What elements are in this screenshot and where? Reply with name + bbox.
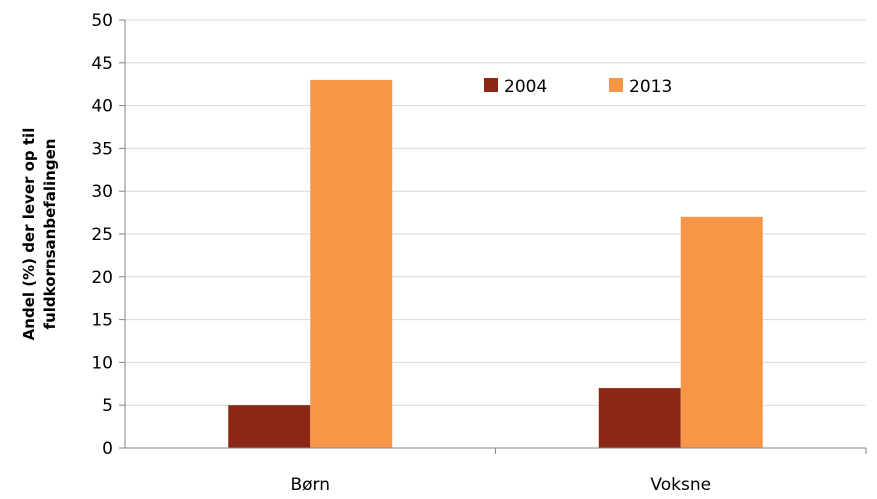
y-tick-label: 25	[91, 225, 113, 245]
y-tick-labels: 0 5 10 15 20 25 30 35 40 45 50	[91, 11, 125, 459]
gridlines	[125, 19, 866, 406]
y-tick-label: 35	[91, 139, 113, 159]
x-category-label: Voksne	[650, 475, 711, 495]
legend: 2004 2013	[484, 77, 672, 97]
y-tick-label: 15	[91, 311, 113, 331]
y-tick-label: 50	[91, 11, 113, 31]
bar-2004-Børn	[228, 405, 311, 448]
legend-label-2013: 2013	[629, 77, 672, 97]
legend-label-2004: 2004	[504, 77, 547, 97]
bar-2013-Børn	[310, 79, 393, 449]
y-tick-label: 45	[91, 54, 113, 74]
y-tick-label: 0	[102, 439, 113, 459]
x-category-label: Børn	[290, 475, 330, 495]
y-tick-label: 5	[102, 396, 113, 416]
legend-swatch-2004	[484, 78, 498, 92]
y-axis-label-line: fuldkornsanbefalingen	[41, 139, 59, 330]
legend-swatch-2013	[609, 78, 623, 92]
y-axis-label-line: Andel (%) der lever op til	[20, 128, 38, 341]
y-tick-label: 40	[91, 97, 113, 117]
x-category-labels: Børn Voksne	[290, 448, 867, 495]
bar-2004-Voksne	[598, 388, 681, 448]
y-tick-label: 20	[91, 268, 113, 288]
y-tick-label: 30	[91, 182, 113, 202]
y-axis-label: Andel (%) der lever op til fuldkornsanbef…	[20, 128, 59, 341]
y-tick-label: 10	[91, 353, 113, 373]
bars	[228, 79, 763, 449]
bar-2013-Voksne	[680, 216, 763, 448]
